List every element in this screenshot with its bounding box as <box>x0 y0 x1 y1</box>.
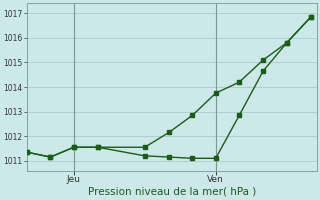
X-axis label: Pression niveau de la mer( hPa ): Pression niveau de la mer( hPa ) <box>88 187 256 197</box>
